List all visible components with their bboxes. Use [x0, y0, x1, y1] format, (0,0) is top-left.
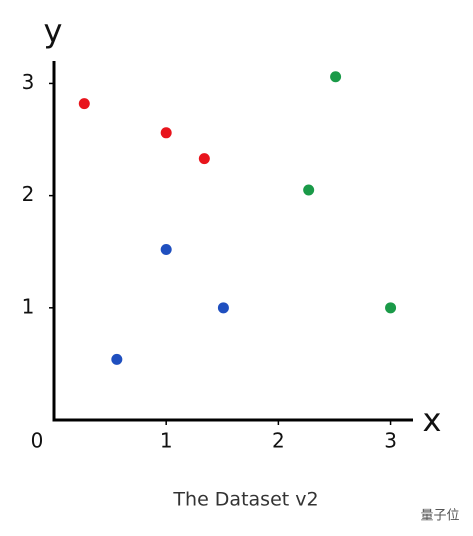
y-axis-label: y	[44, 12, 63, 50]
x-tick-label: 0	[31, 429, 44, 453]
point	[385, 302, 397, 314]
point	[160, 127, 172, 139]
x-axis-label: x	[423, 401, 442, 439]
y-tick-label: 2	[22, 182, 35, 206]
point	[217, 302, 229, 314]
point	[78, 98, 90, 110]
point	[330, 71, 342, 83]
y-tick-label: 3	[22, 70, 35, 94]
x-tick-label: 1	[160, 429, 173, 453]
y-tick-label: 1	[22, 294, 35, 318]
x-tick-label: 3	[384, 429, 397, 453]
point	[111, 353, 123, 365]
point	[303, 184, 315, 196]
point	[198, 153, 210, 165]
chart-title: The Dataset v2	[172, 489, 318, 511]
point	[160, 243, 172, 255]
watermark: 量子位	[420, 509, 459, 524]
x-tick-label: 2	[272, 429, 285, 453]
